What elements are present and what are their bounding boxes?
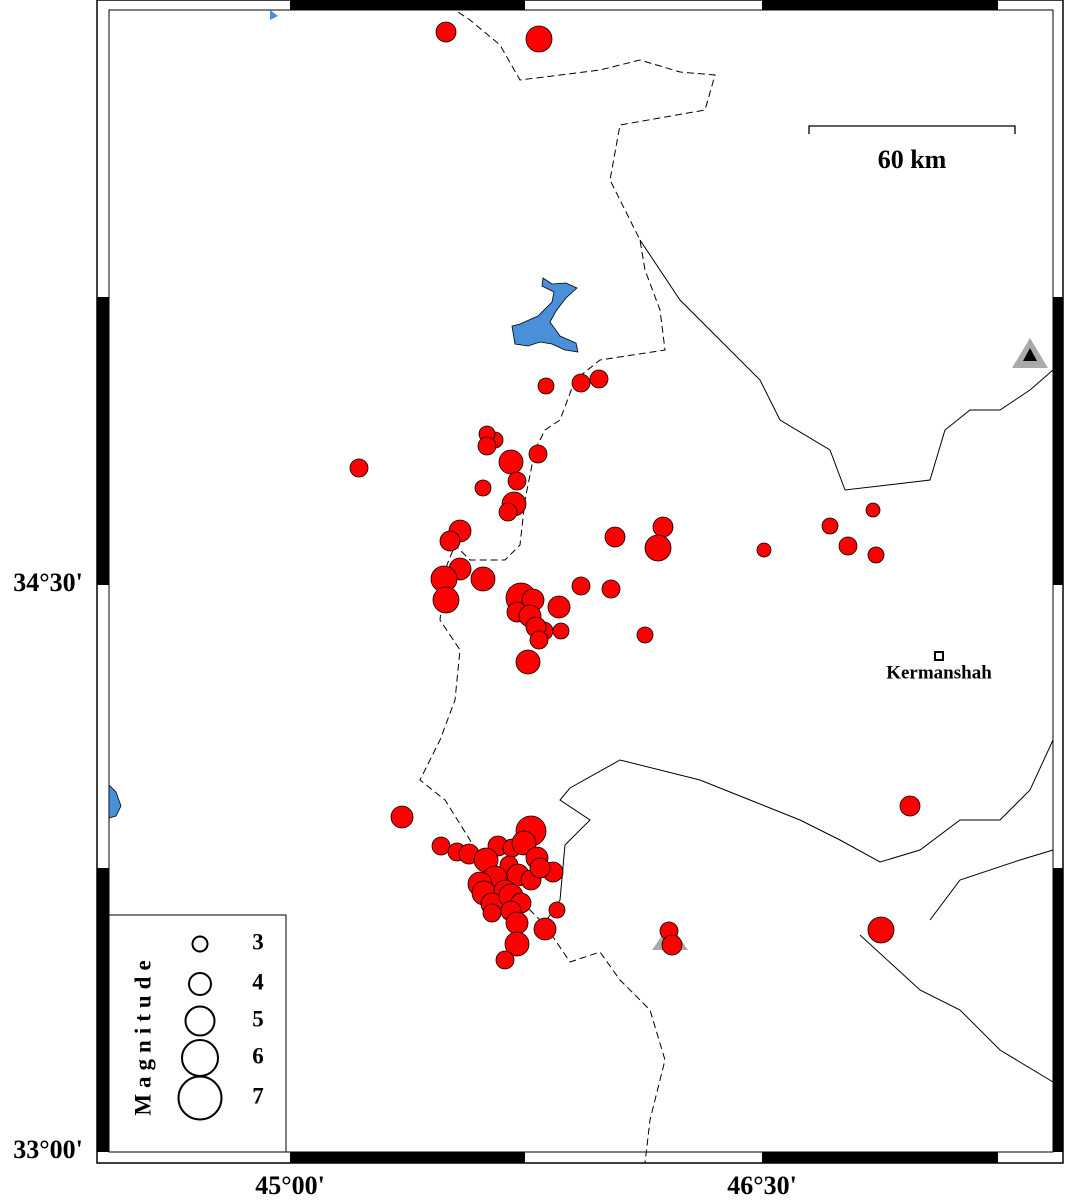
- legend-label: 6: [252, 1043, 264, 1068]
- lake: [270, 10, 278, 20]
- city-label: Kermanshah: [886, 662, 992, 683]
- legend-label: 7: [252, 1083, 264, 1108]
- lon-label: 46°30': [727, 1171, 797, 1200]
- triangle-marker: [1023, 348, 1037, 361]
- lon-label: 45°00': [255, 1171, 325, 1200]
- city-marker: [934, 651, 944, 661]
- lake: [108, 784, 122, 819]
- province-line: [929, 849, 1054, 921]
- province-line: [859, 934, 1054, 1083]
- earthquakes: [349, 21, 921, 970]
- province-line: [539, 739, 1054, 931]
- legend-circle: [184, 1005, 216, 1037]
- scale-label: 60 km: [878, 145, 947, 174]
- legend-label: 3: [252, 929, 264, 954]
- legend: Magnitude 3 4 5 6 7: [108, 914, 287, 1153]
- scale-bar: [808, 125, 1016, 134]
- province-line: [639, 239, 1054, 491]
- lat-label: 33°00': [13, 1135, 83, 1164]
- lake: [511, 277, 579, 353]
- legend-circle: [188, 972, 212, 996]
- legend-title: Magnitude: [130, 954, 155, 1115]
- legend-circle: [177, 1075, 223, 1121]
- legend-label: 5: [252, 1006, 264, 1031]
- legend-circle: [191, 935, 209, 953]
- legend-label: 4: [252, 969, 264, 994]
- lat-label: 34°30': [13, 568, 83, 597]
- frame: [97, 0, 1063, 1163]
